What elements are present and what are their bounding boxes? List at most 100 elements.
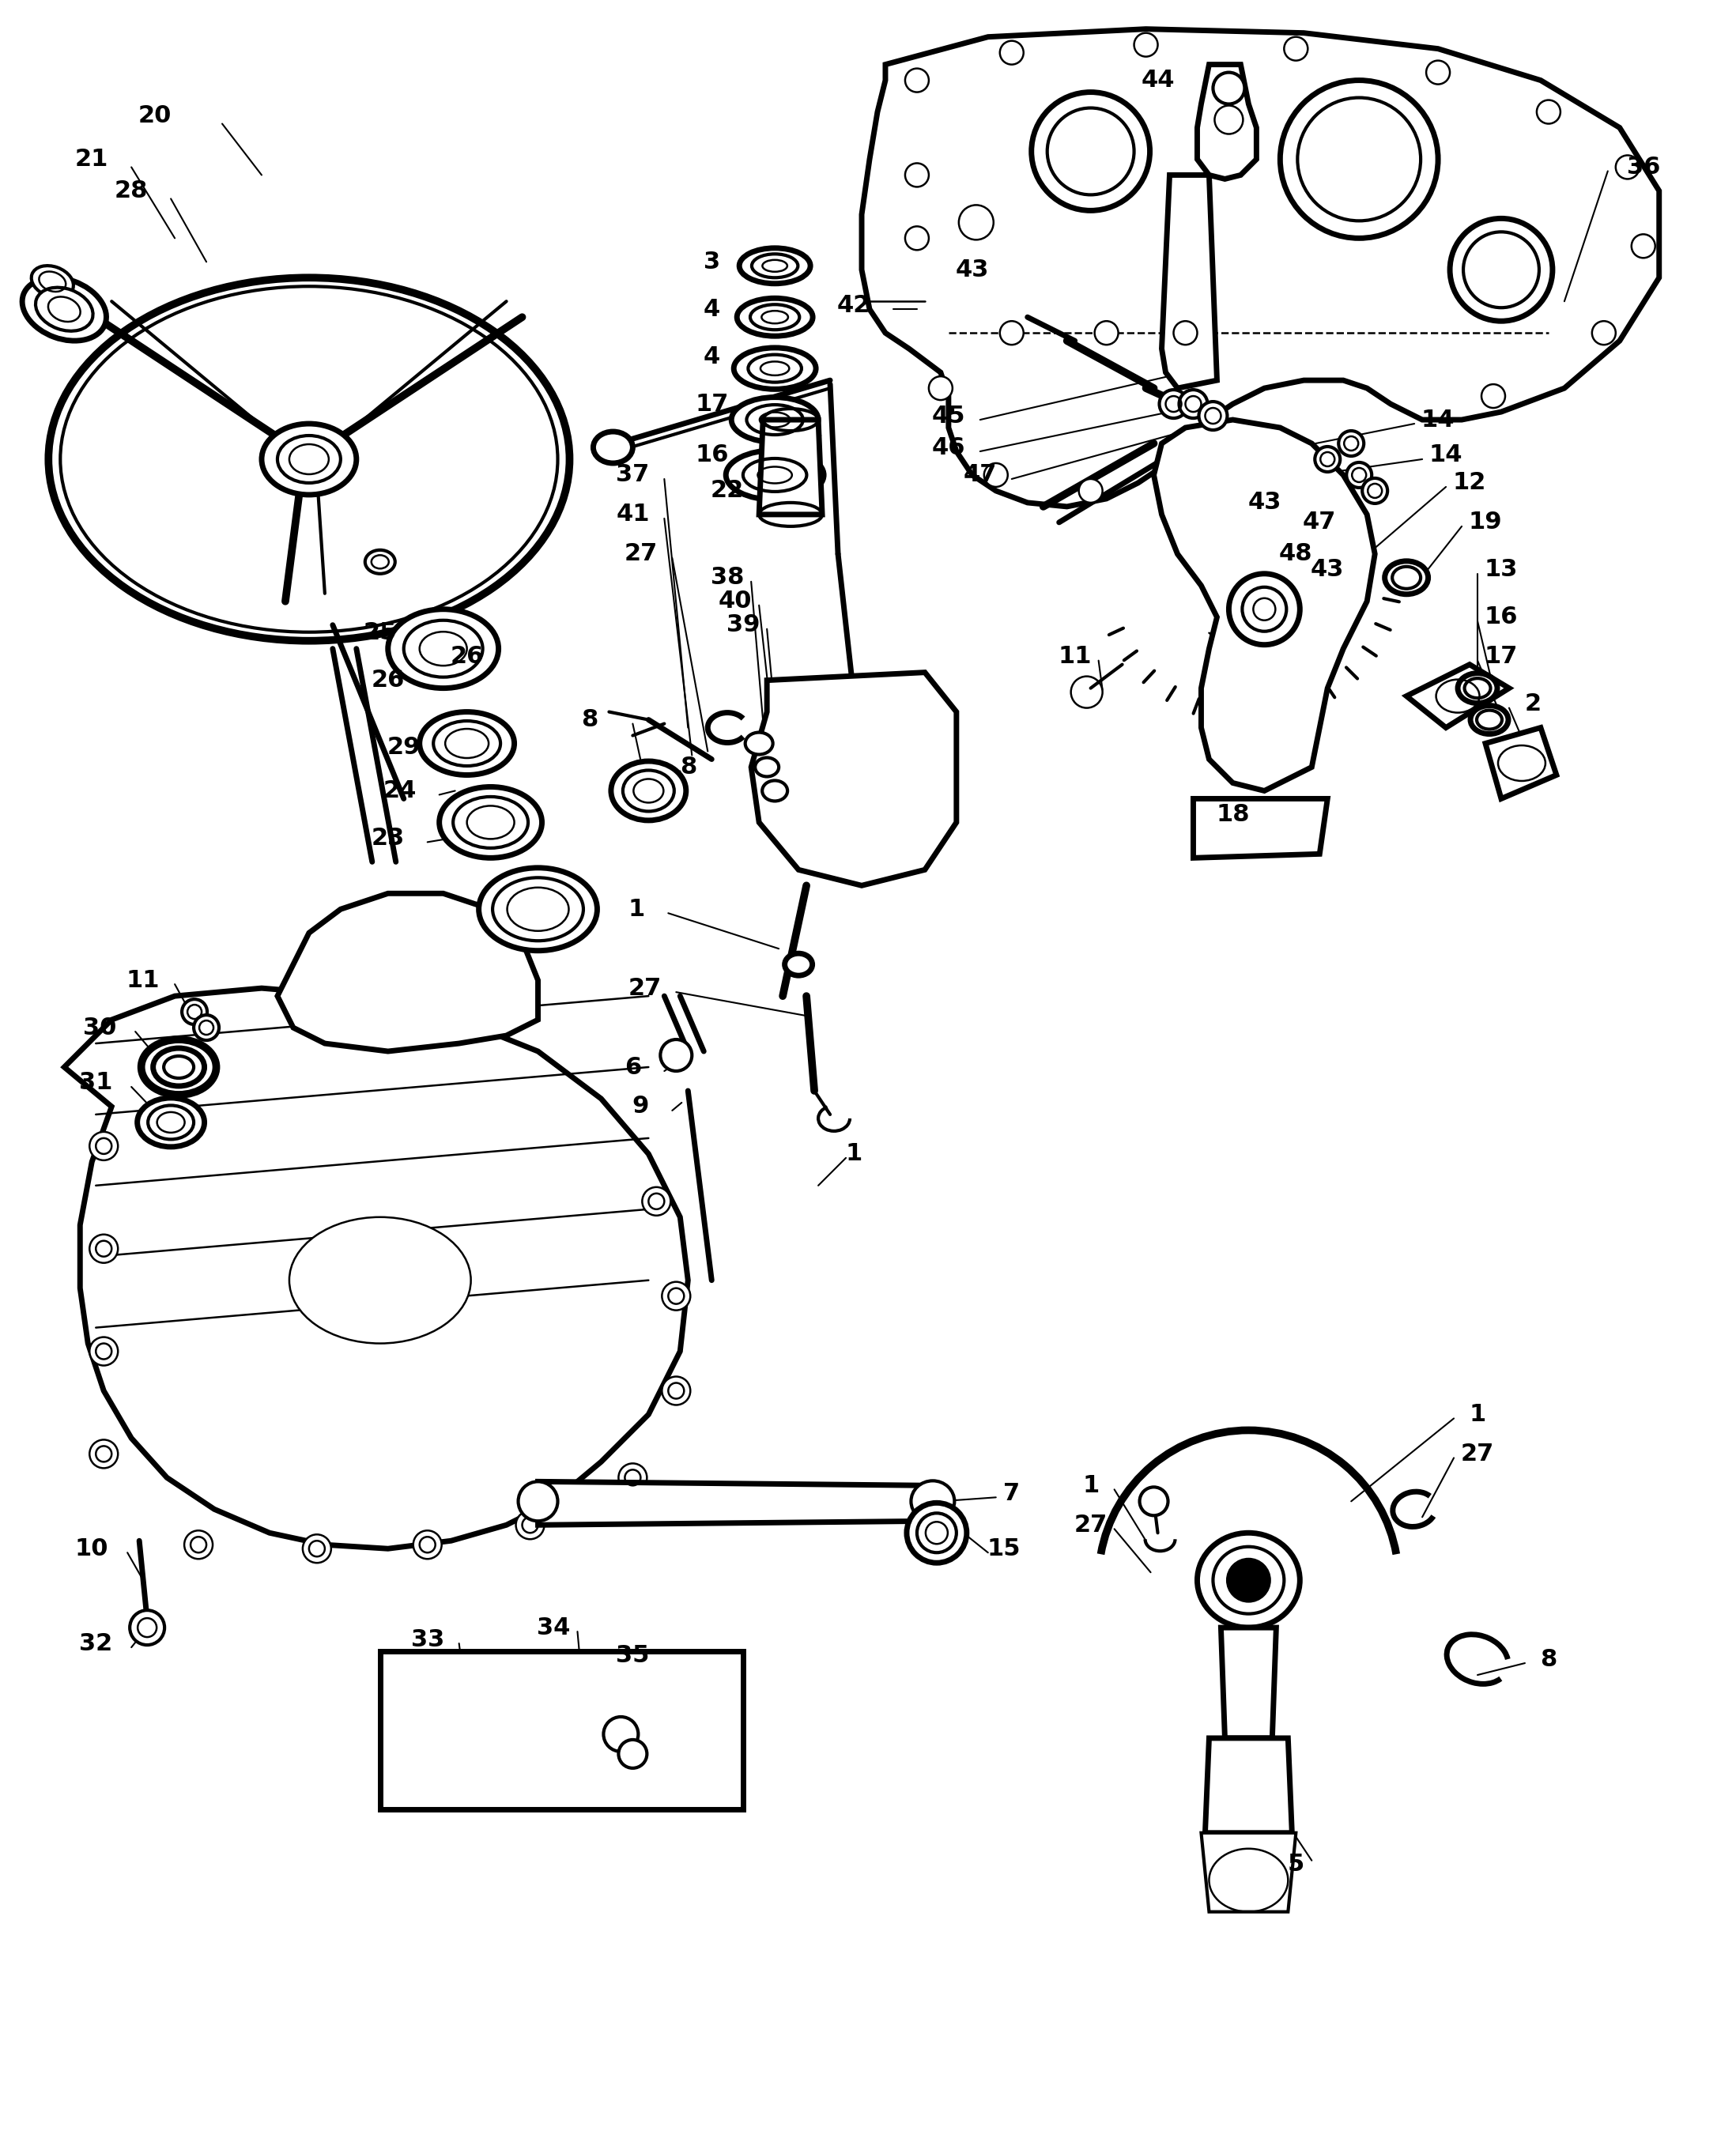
- Text: 43: 43: [1311, 559, 1344, 580]
- Ellipse shape: [731, 398, 818, 443]
- Circle shape: [958, 204, 993, 241]
- Text: 46: 46: [932, 436, 965, 458]
- Circle shape: [1229, 574, 1300, 645]
- Text: 8: 8: [679, 755, 696, 778]
- Ellipse shape: [762, 780, 788, 802]
- Text: 30: 30: [83, 1017, 116, 1038]
- Text: 19: 19: [1469, 512, 1502, 533]
- Text: 35: 35: [616, 1645, 649, 1666]
- Circle shape: [413, 1531, 441, 1559]
- Circle shape: [618, 1739, 648, 1767]
- Circle shape: [1427, 60, 1450, 84]
- Circle shape: [1632, 234, 1654, 258]
- Text: 20: 20: [139, 105, 172, 127]
- Text: 42: 42: [837, 295, 870, 316]
- Ellipse shape: [745, 733, 773, 755]
- Ellipse shape: [911, 1481, 955, 1522]
- Circle shape: [302, 1535, 332, 1563]
- Circle shape: [90, 1131, 118, 1161]
- Circle shape: [1592, 320, 1616, 344]
- Text: 15: 15: [988, 1537, 1021, 1561]
- Circle shape: [90, 1234, 118, 1262]
- Text: 25: 25: [363, 621, 398, 645]
- Text: 1: 1: [628, 899, 646, 920]
- Text: 10: 10: [75, 1537, 109, 1561]
- Circle shape: [1536, 101, 1561, 125]
- Ellipse shape: [1458, 673, 1496, 703]
- Text: 36: 36: [1627, 155, 1660, 178]
- Text: 16: 16: [694, 443, 729, 467]
- Ellipse shape: [594, 432, 632, 462]
- Polygon shape: [752, 673, 957, 886]
- Text: 27: 27: [623, 542, 658, 565]
- Circle shape: [984, 462, 1007, 486]
- Text: 9: 9: [632, 1094, 649, 1118]
- Text: 1: 1: [1469, 1404, 1486, 1425]
- Text: 12: 12: [1453, 471, 1486, 494]
- Circle shape: [904, 163, 929, 187]
- Circle shape: [660, 1038, 693, 1071]
- Text: 14: 14: [1429, 443, 1463, 467]
- Polygon shape: [759, 419, 823, 514]
- Circle shape: [1314, 447, 1340, 471]
- Circle shape: [1179, 389, 1208, 419]
- Text: 29: 29: [387, 735, 420, 759]
- Circle shape: [90, 1337, 118, 1365]
- Circle shape: [1174, 320, 1198, 344]
- Text: 4: 4: [703, 299, 720, 320]
- Ellipse shape: [1198, 1533, 1300, 1628]
- Ellipse shape: [519, 1481, 557, 1520]
- Ellipse shape: [278, 436, 340, 484]
- Polygon shape: [1486, 727, 1557, 798]
- Text: 23: 23: [372, 828, 404, 849]
- Text: 43: 43: [955, 258, 990, 282]
- Text: 32: 32: [80, 1632, 113, 1656]
- Text: 40: 40: [719, 589, 752, 613]
- Ellipse shape: [137, 1099, 205, 1146]
- Text: 7: 7: [1003, 1481, 1021, 1505]
- Text: 47: 47: [1302, 512, 1337, 533]
- Text: 8: 8: [1540, 1647, 1557, 1671]
- Text: 21: 21: [75, 148, 109, 170]
- Circle shape: [182, 1000, 207, 1026]
- Circle shape: [1450, 219, 1552, 320]
- Text: 6: 6: [625, 1056, 641, 1079]
- Text: 17: 17: [694, 393, 729, 415]
- Circle shape: [642, 1187, 670, 1215]
- Circle shape: [1363, 477, 1387, 503]
- Polygon shape: [861, 28, 1660, 507]
- Ellipse shape: [23, 277, 106, 342]
- Text: 22: 22: [710, 479, 745, 503]
- Polygon shape: [1220, 1628, 1276, 1737]
- Ellipse shape: [387, 608, 498, 688]
- Ellipse shape: [1470, 705, 1509, 733]
- Circle shape: [1095, 320, 1118, 344]
- Circle shape: [90, 1440, 118, 1468]
- Text: 28: 28: [115, 178, 148, 202]
- Text: 44: 44: [1141, 69, 1175, 92]
- Circle shape: [516, 1511, 545, 1539]
- Ellipse shape: [1213, 1546, 1285, 1615]
- Ellipse shape: [439, 787, 542, 858]
- Ellipse shape: [453, 798, 528, 847]
- Circle shape: [1160, 389, 1187, 419]
- Text: 45: 45: [932, 404, 965, 428]
- Ellipse shape: [148, 1105, 194, 1139]
- Ellipse shape: [623, 770, 674, 811]
- Circle shape: [1000, 41, 1024, 64]
- Circle shape: [130, 1610, 165, 1645]
- Circle shape: [604, 1718, 639, 1752]
- Text: 47: 47: [963, 464, 996, 486]
- Polygon shape: [1201, 1832, 1297, 1911]
- Ellipse shape: [726, 449, 825, 501]
- Text: 48: 48: [1279, 542, 1312, 565]
- Ellipse shape: [141, 1038, 217, 1094]
- Text: 1: 1: [845, 1142, 863, 1165]
- Circle shape: [1229, 1561, 1269, 1600]
- Ellipse shape: [755, 757, 779, 776]
- Circle shape: [904, 69, 929, 92]
- Circle shape: [618, 1464, 648, 1492]
- Text: 3: 3: [703, 249, 720, 273]
- Text: 11: 11: [1057, 645, 1092, 669]
- Text: 26: 26: [372, 669, 404, 692]
